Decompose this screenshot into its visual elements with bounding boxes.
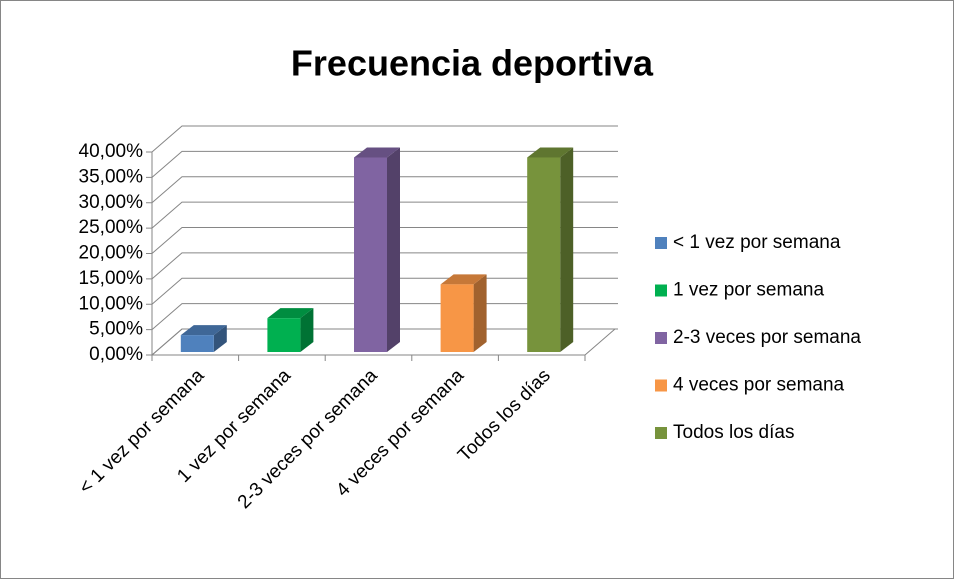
legend-swatch — [655, 427, 667, 439]
y-tick-label: 40,00% — [79, 141, 144, 162]
bar-side — [560, 147, 574, 352]
grid-line — [151, 176, 618, 204]
y-tick-label: 30,00% — [79, 192, 144, 213]
legend-label: < 1 vez por semana — [673, 232, 841, 253]
legend-swatch — [655, 284, 667, 297]
legend-label: 2-3 veces por semana — [673, 327, 861, 348]
bar-top — [354, 147, 400, 158]
y-tick-label: 0,00% — [89, 344, 143, 365]
y-tick-label: 35,00% — [79, 166, 144, 187]
bar-front — [180, 335, 214, 352]
grid-line — [151, 227, 618, 254]
y-tick-label: 10,00% — [79, 293, 144, 314]
bar-front — [440, 284, 474, 352]
bar-front — [527, 157, 561, 352]
bar-front — [267, 318, 301, 352]
bar — [354, 147, 400, 352]
legend-swatch — [655, 379, 667, 392]
bar-front — [354, 157, 387, 352]
bar-side — [300, 308, 314, 352]
y-tick-label: 25,00% — [79, 217, 144, 238]
legend-label: Todos los días — [673, 422, 794, 443]
legend-swatch — [655, 237, 667, 249]
y-tick-label: 15,00% — [79, 268, 144, 289]
grid-line — [151, 201, 618, 229]
legend-label: 1 vez por semana — [673, 280, 824, 301]
y-tick-label: 20,00% — [79, 243, 144, 264]
bar-top — [440, 274, 487, 285]
grid-line — [151, 252, 618, 280]
legend-label: 4 veces por semana — [673, 375, 845, 396]
bar-side — [387, 147, 400, 352]
bar-top — [180, 325, 227, 336]
bar — [267, 308, 314, 352]
bar — [440, 274, 487, 352]
bar — [527, 147, 574, 352]
grid-line — [151, 150, 618, 178]
y-tick-label: 5,00% — [89, 319, 143, 340]
legend-swatch — [655, 332, 667, 344]
chart-title: Frecuencia deportiva — [291, 43, 654, 84]
grid-line — [151, 125, 618, 153]
bar-top — [527, 147, 574, 158]
bar — [180, 325, 227, 352]
bar-top — [267, 308, 314, 319]
bar-side — [473, 274, 487, 352]
bar-side — [213, 325, 227, 352]
